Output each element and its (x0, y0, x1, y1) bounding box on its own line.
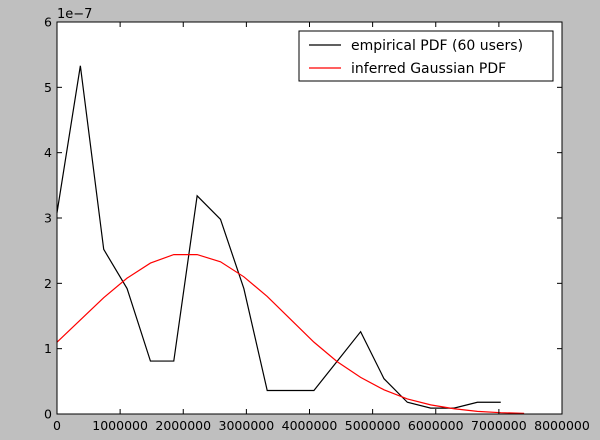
plot-area (57, 22, 562, 414)
y-tick-label: 4 (44, 145, 52, 160)
x-tick-label: 7000000 (471, 418, 527, 433)
x-tick-label: 2000000 (155, 418, 211, 433)
series-layer (56, 65, 525, 414)
x-tick-label: 1000000 (92, 418, 148, 433)
y-tick-label: 5 (44, 80, 52, 95)
legend-box (298, 30, 554, 82)
series-line-1 (56, 253, 525, 414)
x-tick-label: 3000000 (219, 418, 275, 433)
y-tick-label: 2 (44, 276, 52, 291)
legend-label: empirical PDF (60 users) (351, 38, 523, 54)
x-tick-label: 5000000 (345, 418, 401, 433)
y-tick-label: 3 (44, 211, 52, 226)
y-tick-label: 0 (44, 407, 52, 422)
y-offset-label: 1e−7 (57, 7, 92, 22)
series-line-0 (56, 65, 501, 409)
axes-layer: 0 1000000 2000000 3000000 4000000 5000000 6000… (44, 15, 590, 434)
x-tick-label: 0 (53, 418, 61, 433)
x-tick-label: 8000000 (534, 418, 590, 433)
legend: empirical PDF (60 users) inferred Gaussia… (298, 30, 554, 82)
legend-label: inferred Gaussian PDF (351, 61, 506, 77)
x-tick-label: 6000000 (408, 418, 464, 433)
plot-background (57, 22, 562, 414)
y-tick-label: 6 (44, 15, 52, 30)
y-tick-label: 1 (44, 341, 52, 356)
x-tick-label: 4000000 (282, 418, 338, 433)
